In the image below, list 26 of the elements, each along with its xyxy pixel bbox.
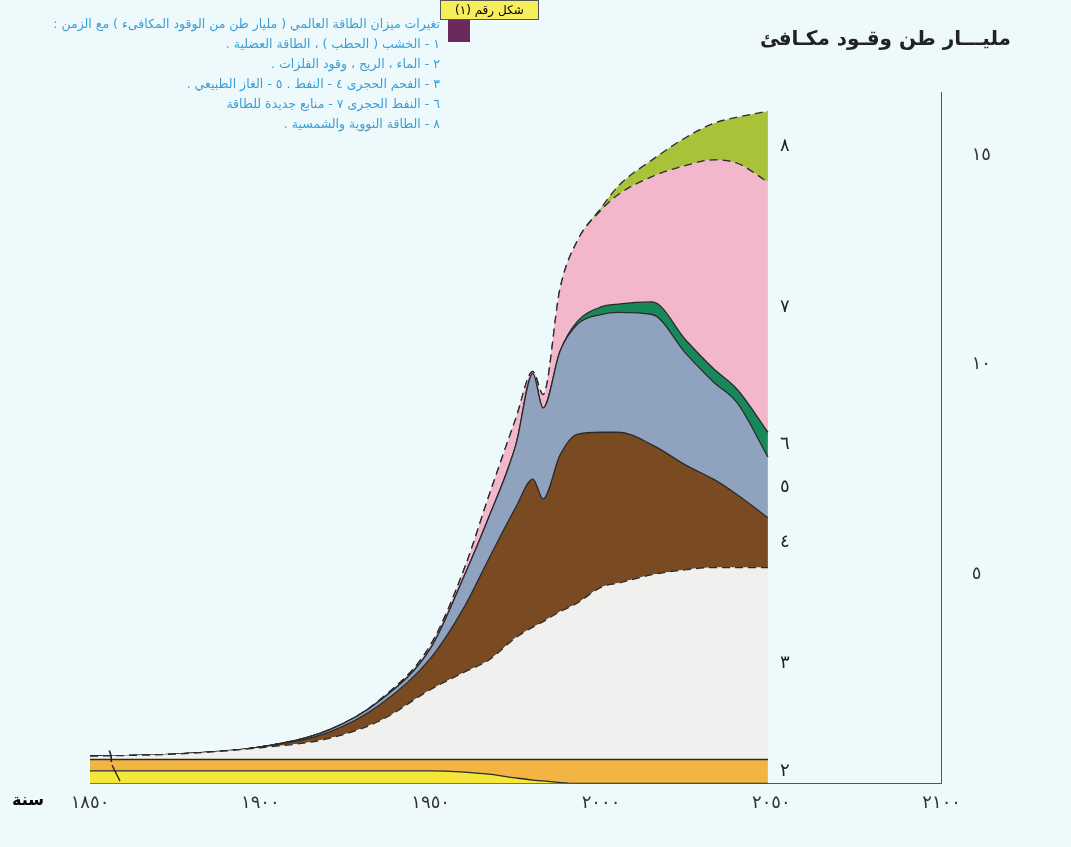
annotation: ٨ - الطاقة النووية والشمسية . bbox=[282, 115, 440, 134]
series-label: ١ bbox=[106, 744, 116, 766]
series-label: ٨ bbox=[779, 134, 790, 156]
y-tick-label: ٥ bbox=[971, 561, 982, 583]
series-label: ٥ bbox=[779, 475, 790, 497]
chart-title: مليـــار طن وقـود مكـافئ bbox=[760, 26, 1011, 51]
text: ١ - الخشب ( الحطب ) ، الطاقة العضلية . bbox=[224, 35, 440, 53]
x-tick-label: ١٨٥٠ bbox=[70, 790, 110, 812]
y-tick-label: ١٠ bbox=[971, 352, 992, 374]
y-tick-label: ١٥ bbox=[971, 142, 992, 164]
x-axis-title: سنة bbox=[12, 790, 44, 809]
series-label: ٧ bbox=[779, 294, 790, 316]
text: تغيرات ميزان الطاقة العالمي ( مليار طن من الوقود المكافىء ) مع الزمن : bbox=[52, 15, 440, 34]
text: ٢ - الماء ، الريح ، وقود الفلزات . bbox=[270, 55, 440, 74]
x-tick-label: ١٩٠٠ bbox=[241, 790, 280, 812]
x-tick-label: ١٩٥٠ bbox=[411, 790, 450, 812]
chart-subtitle: شكل رقم (١) bbox=[440, 0, 539, 20]
x-tick-label: ٢١٠٠ bbox=[922, 790, 961, 812]
series-label: ٢ bbox=[779, 759, 790, 781]
series-label: ٦ bbox=[779, 432, 790, 454]
series-label: ٣ bbox=[779, 651, 790, 673]
text: ٣ - الفحم الحجرى ٤ - النفط . ٥ - الغاز الطبيعي . bbox=[185, 75, 440, 94]
x-tick-label: ٢٠٠٠ bbox=[581, 790, 621, 812]
x-tick-label: ٢٠٥٠ bbox=[752, 790, 791, 812]
annotation: ٦ - النفط الحجرى ٧ - منابع جديدة للطاقة bbox=[225, 95, 440, 113]
series-label: ٤ bbox=[779, 530, 790, 552]
